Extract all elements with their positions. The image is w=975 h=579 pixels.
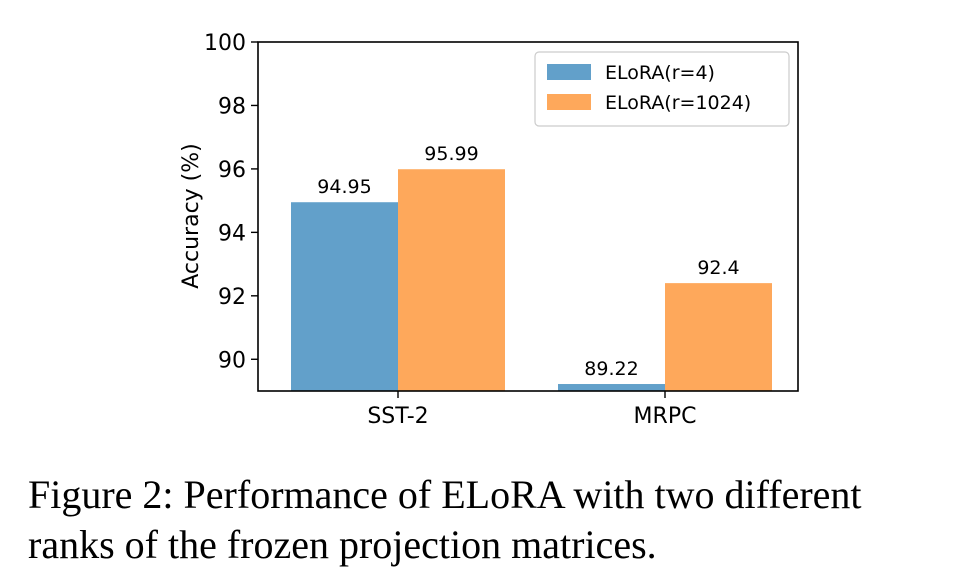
legend-frame <box>534 51 790 127</box>
legend: ELoRA(r=4) ELoRA(r=1024) <box>534 51 790 127</box>
y-tick-label: 100 <box>204 31 246 56</box>
bar-chart: 94.95 89.22 95.99 92.4 90 92 94 96 98 100 SST-2 M… <box>179 31 799 429</box>
y-tick-label: 96 <box>218 158 246 183</box>
data-label: 89.22 <box>584 358 638 380</box>
y-axis-label: Accuracy (%) <box>179 143 204 289</box>
figure-caption: Figure 2: Performance of ELoRA with two … <box>28 470 958 570</box>
caption-line-1: Figure 2: Performance of ELoRA with two … <box>28 472 862 517</box>
x-tick-label: SST-2 <box>367 404 428 429</box>
legend-label: ELoRA(r=1024) <box>605 92 751 114</box>
data-label: 92.4 <box>697 257 739 279</box>
axes-frame <box>257 41 799 392</box>
y-ticks-group: 90 92 94 96 98 100 <box>204 31 258 373</box>
x-ticks-group: SST-2 MRPC <box>367 391 696 429</box>
y-tick-label: 98 <box>218 94 246 119</box>
data-label: 94.95 <box>317 176 371 198</box>
y-tick-label: 94 <box>218 221 246 246</box>
data-label: 95.99 <box>424 143 478 165</box>
bars-group <box>291 169 772 391</box>
y-tick-label: 90 <box>218 348 246 373</box>
caption-line-2: ranks of the frozen projection matrices. <box>28 522 657 567</box>
y-tick-label: 92 <box>218 285 246 310</box>
bar-mrpc-series-1 <box>665 283 772 391</box>
legend-swatch <box>547 64 591 80</box>
bar-sst-2-series-1 <box>398 169 505 391</box>
bar-labels-group: 94.95 89.22 95.99 92.4 <box>317 143 739 380</box>
legend-label: ELoRA(r=4) <box>605 62 715 84</box>
bar-sst-2-series-0 <box>291 202 398 391</box>
bar-mrpc-series-0 <box>558 384 665 391</box>
legend-swatch <box>547 94 591 110</box>
x-tick-label: MRPC <box>634 404 697 429</box>
